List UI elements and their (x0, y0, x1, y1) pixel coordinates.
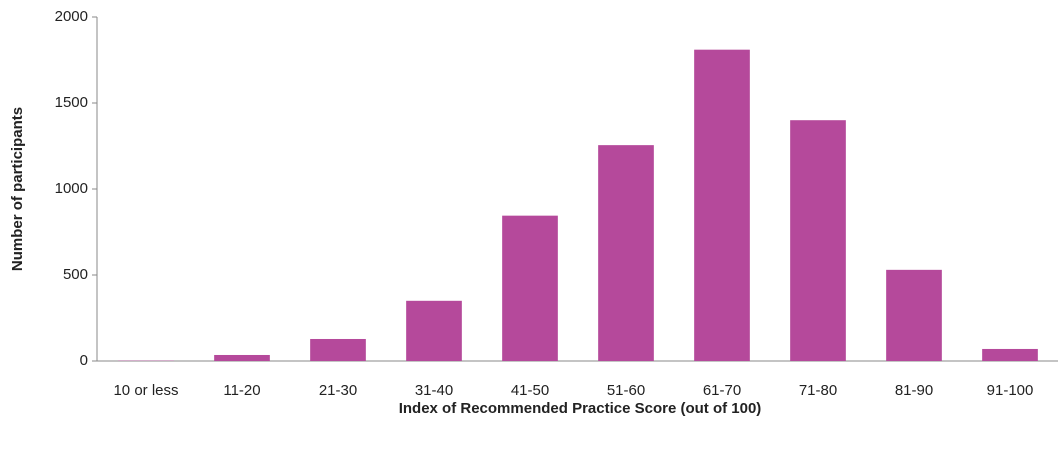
x-tick-label: 81-90 (895, 382, 933, 399)
y-tick-label: 2000 (55, 8, 88, 25)
x-tick-label: 61-70 (703, 382, 741, 399)
y-axis-title: Number of participants (9, 107, 26, 271)
x-tick-label: 71-80 (799, 382, 837, 399)
bar (982, 348, 1038, 361)
x-axis-title: Index of Recommended Practice Score (out… (399, 400, 762, 417)
bar (406, 300, 462, 361)
bar (310, 338, 366, 361)
x-tick-label: 31-40 (415, 382, 453, 399)
x-tick-label: 21-30 (319, 382, 357, 399)
bar (598, 145, 654, 361)
y-tick-label: 500 (63, 266, 88, 283)
x-tick-label: 11-20 (223, 382, 260, 399)
bar (214, 354, 270, 361)
x-tick-label: 51-60 (607, 382, 645, 399)
x-tick-label: 41-50 (511, 382, 549, 399)
y-tick-label: 1000 (55, 180, 88, 197)
y-tick-label: 1500 (55, 94, 88, 111)
x-tick-label: 10 or less (113, 382, 178, 399)
y-tick-label: 0 (80, 352, 88, 369)
bar (694, 49, 750, 362)
bar (886, 269, 942, 361)
x-tick-label: 91-100 (987, 382, 1034, 399)
bar (502, 215, 558, 361)
bar (790, 120, 846, 361)
